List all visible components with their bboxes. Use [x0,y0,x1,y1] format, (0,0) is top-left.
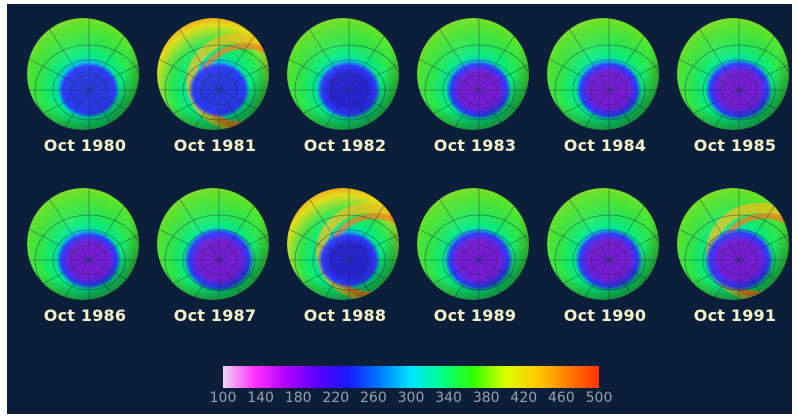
ozone-globe-image [157,188,269,300]
ozone-globe-image [677,18,789,130]
ozone-globe-image [287,188,399,300]
globe-cell: Oct 1986 [21,184,149,342]
globe-date-label: Oct 1982 [303,136,387,155]
colorbar-tick-label: 260 [360,390,387,406]
globe-date-label: Oct 1989 [433,306,517,325]
globe-date-label: Oct 1985 [693,136,777,155]
globe-cell: Oct 1981 [151,14,279,172]
globe-cell: Oct 1985 [671,14,798,172]
colorbar-tick-label: 500 [585,390,613,406]
colorbar-gradient [223,366,599,388]
ozone-globe-image [27,188,139,300]
ozone-globe-image [547,188,659,300]
globe-date-label: Oct 1984 [563,136,647,155]
ozone-globe-image [27,18,139,130]
ozone-globe-image [287,18,399,130]
colorbar [223,366,599,388]
colorbar-tick-label: 300 [397,390,425,406]
globe-cell: Oct 1984 [541,14,669,172]
globe-date-label: Oct 1990 [563,306,647,325]
colorbar-tick-label: 180 [284,390,312,406]
ozone-map-panel: Oct 1980 Oct 1981 Oct 1982 Oct 1983 Oct 1984… [7,4,792,414]
globe-date-label: Oct 1987 [173,306,257,325]
colorbar-tick-label: 140 [247,390,274,406]
globe-cell: Oct 1980 [21,14,149,172]
globe-cell: Oct 1990 [541,184,669,342]
ozone-globe-image [677,188,789,300]
ozone-globe-image [417,18,529,130]
globe-cell: Oct 1991 [671,184,798,342]
colorbar-tick-label: 420 [510,390,538,406]
globe-cell: Oct 1987 [151,184,279,342]
globe-cell: Oct 1989 [411,184,539,342]
globe-date-label: Oct 1983 [433,136,517,155]
globe-date-label: Oct 1980 [43,136,127,155]
ozone-globe-image [157,18,269,130]
colorbar-tick-label: 340 [435,390,462,406]
colorbar-tick-labels: 100 140 180 220 260 300 340 380 420 460 500 [209,390,613,410]
globe-date-label: Oct 1981 [173,136,257,155]
globe-date-label: Oct 1988 [303,306,387,325]
colorbar-tick-label: 460 [548,390,575,406]
globe-date-label: Oct 1991 [693,306,777,325]
ozone-globe-image [547,18,659,130]
globe-cell: Oct 1982 [281,14,409,172]
globe-date-label: Oct 1986 [43,306,127,325]
ozone-globe-image [417,188,529,300]
colorbar-tick-label: 380 [472,390,500,406]
globe-cell: Oct 1988 [281,184,409,342]
globe-cell: Oct 1983 [411,14,539,172]
colorbar-tick-label: 100 [209,390,237,406]
colorbar-tick-label: 220 [322,390,350,406]
